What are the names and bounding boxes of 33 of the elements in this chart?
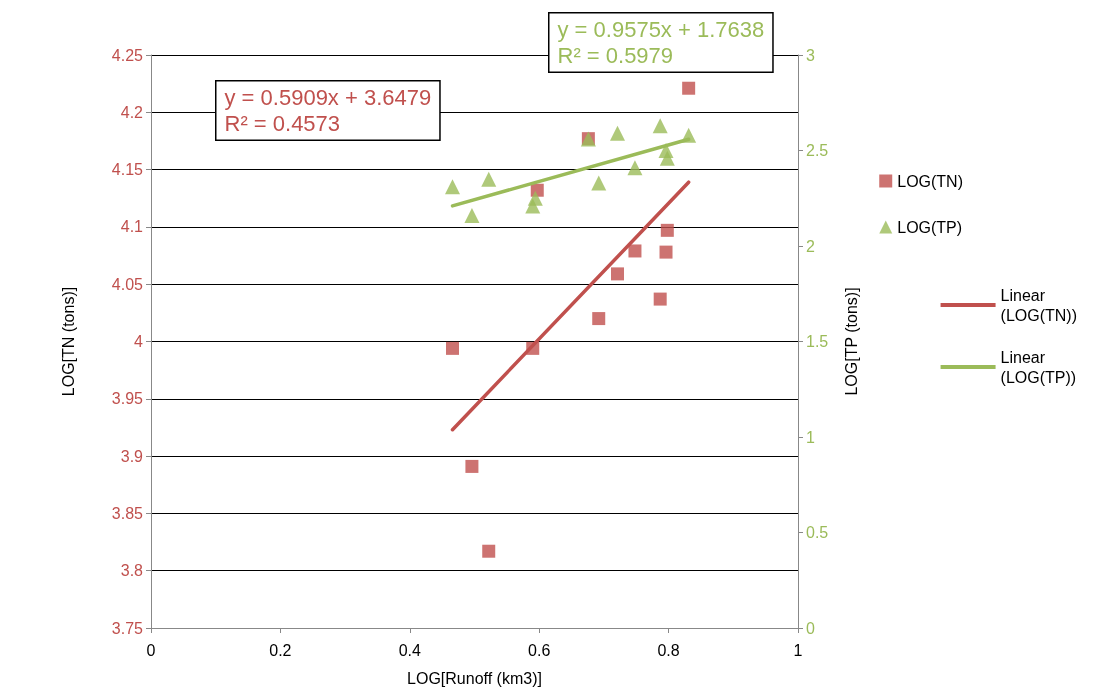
y-tick-label: 4.15	[111, 161, 144, 179]
y-tick-label: 3.95	[111, 390, 144, 408]
y-tick-label: 3.85	[111, 504, 144, 522]
y2-tick-label: 2	[806, 237, 815, 255]
y-axis-title: LOG[TN (tons)]	[59, 286, 77, 397]
x-axis-title: LOG[Runoff (km3)]	[407, 669, 542, 687]
y-tick-label: 4	[134, 333, 144, 350]
x-tick-label: 0.8	[657, 641, 680, 659]
legend-label: LOG(TP)	[897, 218, 963, 236]
legend-label: Linear (LOG(TN))	[1000, 286, 1078, 324]
y-tick-label: 4.25	[111, 46, 144, 64]
y2-tick-label: 2.5	[806, 142, 829, 159]
y-tick-label: 3.8	[120, 562, 144, 580]
y2-tick-label: 1	[806, 428, 815, 446]
y-tick-label: 4.1	[120, 218, 144, 236]
annotation: y = 0.9575x + 1.7638 R² = 0.5979	[557, 17, 765, 68]
x-tick-label: 0.6	[528, 641, 551, 659]
x-tick-label: 0	[146, 641, 156, 659]
y2-tick-label: 0.5	[806, 524, 829, 541]
y2-axis-title: LOG[TP (tons)]	[842, 287, 860, 396]
y-tick-label: 4.05	[111, 275, 144, 293]
x-tick-label: 0.2	[269, 641, 292, 659]
y-tick-label: 4.2	[120, 103, 144, 121]
legend-label: LOG(TN)	[897, 172, 964, 190]
x-tick-label: 0.4	[398, 641, 422, 659]
x-tick-label: 1	[793, 641, 803, 659]
legend-label: Linear (LOG(TP))	[1000, 348, 1077, 386]
y-tick-label: 3.9	[120, 447, 144, 465]
y2-tick-label: 3	[806, 46, 815, 64]
y2-tick-label: 0	[806, 619, 815, 637]
y-tick-label: 3.75	[111, 619, 144, 637]
annotation: y = 0.5909x + 3.6479 R² = 0.4573	[224, 85, 432, 136]
y2-tick-label: 1.5	[806, 333, 829, 350]
